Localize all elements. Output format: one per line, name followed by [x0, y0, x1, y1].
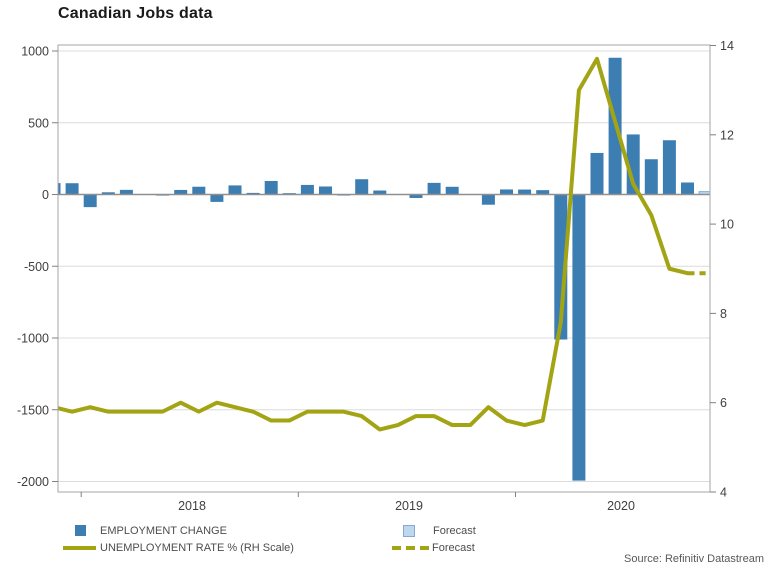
left-axis-tick-label: 500: [28, 116, 49, 130]
bar: [83, 194, 97, 208]
bar: [119, 189, 133, 195]
bar: [264, 180, 278, 195]
right-axis-tick-label: 12: [720, 128, 734, 142]
left-axis-tick-label: 0: [42, 188, 49, 202]
legend-item-line-forecast: Forecast: [392, 541, 475, 554]
bar: [228, 185, 242, 195]
bar: [445, 186, 459, 195]
bar: [355, 179, 369, 195]
axes: 1000 500 0 -500 -1000 -1500 -2000 14 12 10 8 6 4 2018…: [17, 39, 734, 513]
bar: [409, 194, 423, 198]
bar: [681, 182, 694, 195]
bar: [65, 183, 79, 195]
bar: [481, 194, 495, 205]
right-axis-tick-label: 6: [720, 396, 727, 410]
bar: [373, 190, 387, 195]
bar: [192, 186, 206, 195]
dashed-line-swatch-icon: [392, 545, 429, 550]
right-axis-tick-label: 10: [720, 218, 734, 232]
bar: [58, 183, 61, 195]
bar-swatch-icon: [75, 525, 86, 536]
left-axis-tick-label: 1000: [21, 45, 49, 59]
bar: [518, 189, 532, 195]
right-axis-tick-label: 8: [720, 307, 727, 321]
employment-change-bars: [58, 57, 710, 481]
bar: [210, 194, 224, 202]
bar: [644, 159, 658, 195]
bar: [300, 184, 314, 195]
legend-item-employment-change: EMPLOYMENT CHANGE: [75, 524, 227, 537]
left-axis-tick-label: -2000: [17, 475, 49, 489]
bar: [662, 140, 676, 195]
x-axis-year-label: 2019: [395, 499, 423, 513]
plot-frame: [57, 44, 711, 493]
legend-label: Forecast: [433, 524, 476, 537]
forecast-bar-swatch-icon: [403, 524, 415, 537]
legend-item-bar-forecast: Forecast: [403, 524, 476, 537]
bar: [590, 152, 604, 195]
bar: [500, 189, 513, 195]
chart-title: Canadian Jobs data: [58, 5, 213, 22]
bar: [536, 190, 550, 195]
source-attribution: Source: Refinitiv Datastream: [624, 553, 764, 565]
bar: [174, 189, 188, 195]
bar: [427, 182, 441, 195]
left-axis-tick-label: -500: [24, 260, 49, 274]
legend-label: EMPLOYMENT CHANGE: [100, 524, 227, 537]
gridlines: [58, 50, 710, 482]
bar: [572, 194, 586, 481]
bar: [101, 192, 115, 195]
unemployment-rate-line: [58, 56, 706, 432]
right-axis-tick-label: 14: [720, 39, 734, 53]
x-axis-year-label: 2020: [607, 499, 635, 513]
legend-item-unemployment-rate: UNEMPLOYMENT RATE % (RH Scale): [63, 541, 294, 554]
x-axis-year-label: 2018: [178, 499, 206, 513]
right-axis-tick-label: 4: [720, 486, 727, 500]
bar: [319, 186, 332, 195]
line-swatch-icon: [63, 545, 96, 550]
legend-label: Forecast: [432, 541, 475, 554]
legend-label: UNEMPLOYMENT RATE % (RH Scale): [100, 541, 294, 554]
left-axis-tick-label: -1500: [17, 403, 49, 417]
bar: [246, 192, 260, 195]
left-axis-tick-label: -1000: [17, 332, 49, 346]
